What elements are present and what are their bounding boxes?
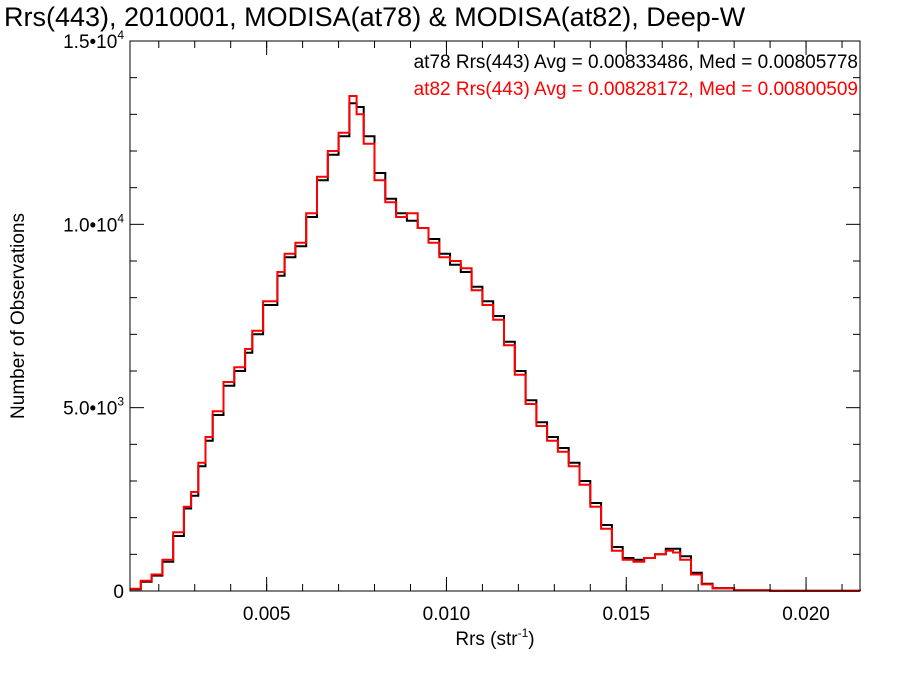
x-tick-label: 0.015	[602, 604, 650, 625]
series-at78-line	[130, 102, 861, 592]
y-tick-label: 1.0•104	[63, 211, 124, 236]
x-tick-label: 0.010	[423, 604, 471, 625]
legend-entry-at82: at82 Rrs(443) Avg = 0.00828172, Med = 0.…	[414, 79, 858, 100]
x-axis-ticks: 0.005 0.010 0.015 0.020	[158, 41, 843, 625]
legend-entry-at78: at78 Rrs(443) Avg = 0.00833486, Med = 0.…	[414, 52, 858, 73]
series-at82-line	[130, 95, 861, 592]
plot-series	[130, 95, 861, 592]
y-axis-label: Number of Observations	[8, 213, 29, 419]
plot-frame	[129, 40, 861, 592]
y-tick-label: 5.0•103	[63, 395, 124, 420]
x-tick-label: 0.005	[243, 604, 291, 625]
legend: at78 Rrs(443) Avg = 0.00833486, Med = 0.…	[414, 52, 858, 100]
x-tick-label: 0.020	[782, 604, 830, 625]
y-tick-label: 0	[113, 582, 124, 603]
chart-title: Rrs(443), 2010001, MODISA(at78) & MODISA…	[4, 2, 746, 32]
y-axis-ticks: 0 5.0•103 1.0•104 1.5•104	[63, 28, 860, 603]
x-axis-label: Rrs (str-1)	[455, 626, 534, 650]
y-tick-label: 1.5•104	[63, 28, 124, 53]
